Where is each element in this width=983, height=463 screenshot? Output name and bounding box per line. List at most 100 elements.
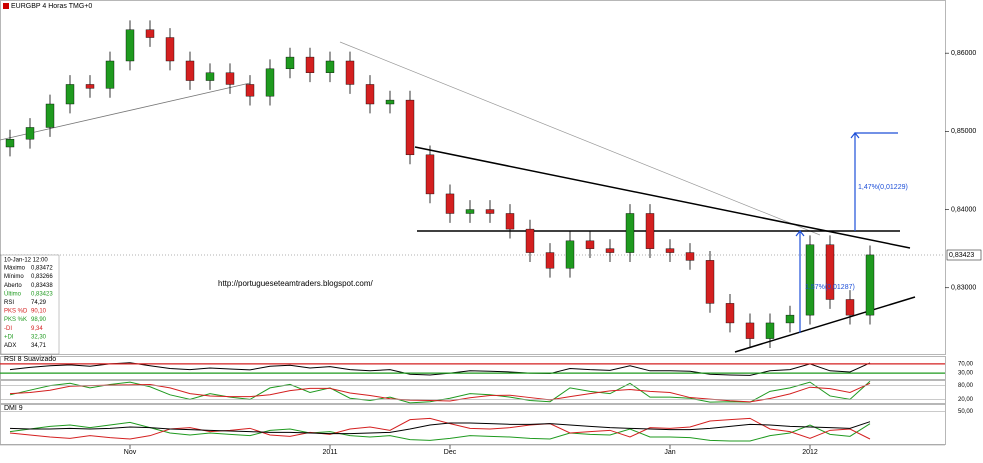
x-tick-label: 2012 (802, 449, 818, 456)
x-tick-label: Nov (124, 449, 137, 456)
candle-body (425, 154, 435, 195)
indicator-line (9, 382, 871, 403)
candle-body (325, 60, 335, 73)
x-tick-label: Dec (444, 449, 457, 456)
y-tick-label: 70,00 (958, 361, 974, 367)
candle-body (145, 29, 155, 38)
price-tag-label: 0,83423 (949, 252, 974, 259)
candle-body (345, 60, 355, 85)
y-tick-label: 30,00 (958, 371, 974, 377)
candle-body (285, 56, 295, 70)
y-tick-label: 80,00 (958, 383, 974, 389)
candle-body (205, 72, 215, 81)
info-box (0, 254, 60, 355)
indicator-line (9, 421, 871, 435)
info-label: PKS %K (4, 317, 27, 323)
candle-body (585, 240, 595, 249)
target-arrow (850, 132, 898, 231)
candle-body (245, 84, 255, 97)
info-value: 0,83423 (31, 291, 53, 297)
trend-line (0, 82, 251, 141)
candle-body (5, 138, 15, 148)
info-label: +DI (4, 334, 14, 340)
candle-body (505, 213, 515, 230)
dmi-panel (0, 404, 946, 445)
candle-body (45, 103, 55, 128)
y-tick-label: 50,00 (958, 409, 974, 415)
info-value: 98,90 (31, 317, 47, 323)
info-value: 34,71 (31, 343, 47, 349)
candle-body (625, 213, 635, 253)
candle-body (405, 99, 415, 156)
info-label: Aberto (4, 283, 22, 289)
y-tick-label: 0,83000 (951, 285, 976, 292)
candle-body (645, 213, 655, 249)
candle-body (445, 193, 455, 214)
candle-body (705, 260, 715, 304)
candle-body (785, 314, 795, 324)
candle-body (25, 127, 35, 140)
candle-body (365, 84, 375, 105)
info-label: Máximo (4, 266, 26, 272)
candle-body (745, 322, 755, 339)
candle-body (845, 299, 855, 316)
annotation: 1,47%(0,01229) (858, 184, 908, 191)
y-tick-label: 20,00 (958, 397, 974, 403)
candle-body (805, 244, 815, 316)
info-value: 90,10 (31, 309, 47, 315)
y-tick-label: 0,84000 (951, 206, 976, 213)
trend-line (339, 41, 821, 236)
info-value: 0,83472 (31, 266, 53, 272)
candle-body (865, 254, 875, 316)
candle-body (565, 240, 575, 269)
candle-body (725, 303, 735, 324)
candle-body (225, 72, 235, 85)
candle-body (605, 248, 615, 253)
symbol-icon (3, 3, 9, 9)
candle-body (485, 209, 495, 214)
info-value: 32,30 (31, 334, 47, 340)
triangle-lower (734, 296, 916, 353)
measure-arrow (795, 230, 805, 333)
panel-title: DMI 9 (4, 405, 23, 412)
info-label: PKS %D (4, 309, 28, 315)
info-label: -DI (4, 326, 12, 332)
indicator-line (9, 421, 871, 442)
candle-body (105, 60, 115, 89)
info-value: 74,29 (31, 300, 47, 306)
candle-body (305, 56, 315, 73)
candle-body (185, 60, 195, 81)
info-label: ADX (4, 343, 16, 349)
info-value: 0,83438 (31, 283, 53, 289)
candle-body (65, 84, 75, 105)
stoch-panel (0, 380, 946, 404)
candle-body (525, 228, 535, 253)
candle-body (385, 99, 395, 105)
main-panel (0, 0, 946, 355)
chart-title: EURGBP 4 Horas TMG+0 (11, 3, 92, 10)
candle-body (465, 209, 475, 214)
price-tag (946, 249, 982, 261)
indicator-line (9, 417, 871, 440)
indicator-line (9, 380, 871, 404)
candle-body (545, 252, 555, 269)
candle-body (265, 68, 275, 97)
x-tick-label: Jan (664, 449, 675, 456)
indicator-line (9, 362, 871, 376)
candle-body (665, 248, 675, 253)
info-value: 9,34 (31, 326, 43, 332)
candle-body (165, 37, 175, 62)
info-label: Mínimo (4, 274, 24, 280)
url-text: http://portugueseteamtraders.blogspot.co… (218, 279, 374, 288)
candle-body (825, 244, 835, 300)
info-value: 0,83266 (31, 274, 53, 280)
y-tick-label: 0,85000 (951, 128, 976, 135)
x-tick-label: 2011 (322, 449, 337, 456)
annotation: 1,57%(0,01287) (805, 284, 855, 291)
candle-body (685, 252, 695, 261)
info-date: 10-Jan-12 12:00 (4, 258, 48, 264)
candle-body (765, 322, 775, 339)
panel-title: RSI 8 Suavizado (4, 356, 56, 363)
y-tick-label: 0,86000 (951, 50, 976, 57)
